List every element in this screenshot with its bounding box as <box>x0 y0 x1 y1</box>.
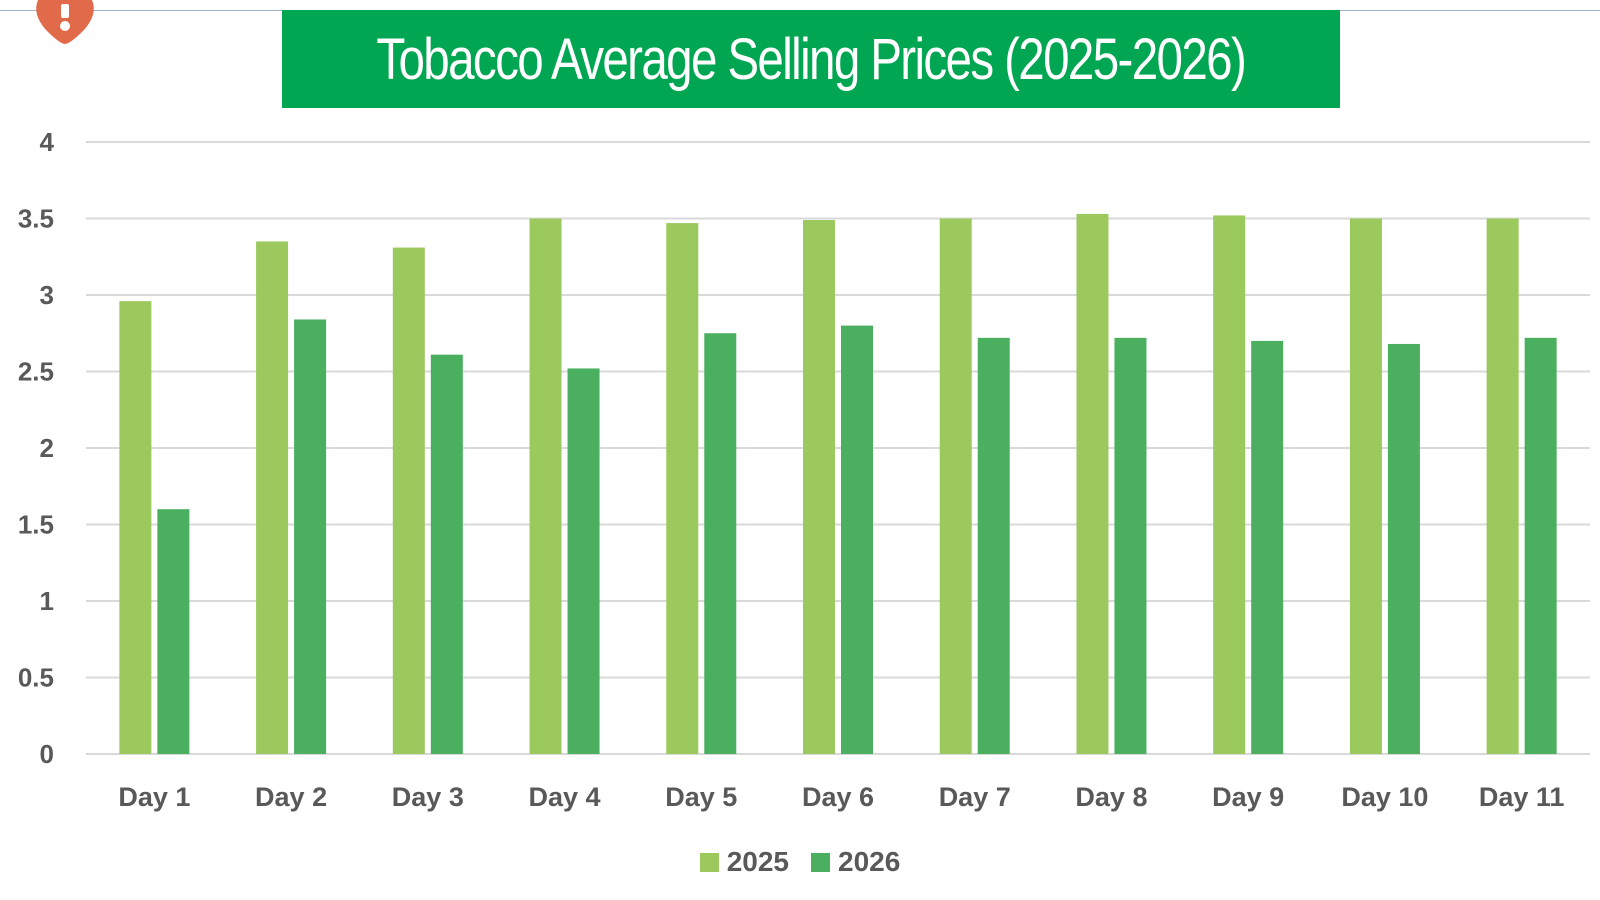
x-tick-label: Day 6 <box>802 782 874 812</box>
x-tick-label: Day 5 <box>665 782 737 812</box>
bar-2026-day-11 <box>1524 337 1557 754</box>
x-tick-label: Day 7 <box>939 782 1011 812</box>
x-tick-label: Day 4 <box>529 782 601 812</box>
x-tick-label: Day 11 <box>1479 782 1565 812</box>
bar-2026-day-1 <box>157 509 190 754</box>
bar-2025-day-8 <box>1076 213 1109 754</box>
y-tick-label: 4 <box>40 127 55 157</box>
legend-label-2026: 2026 <box>838 846 901 877</box>
chart-title: Tobacco Average Selling Prices (2025-202… <box>376 26 1247 92</box>
y-tick-label: 1 <box>40 586 54 616</box>
bar-2026-day-3 <box>430 354 463 754</box>
chart-legend: 2025 2026 <box>0 846 1600 878</box>
legend-swatch-2025 <box>699 852 719 872</box>
y-tick-label: 0 <box>40 739 54 769</box>
chart-title-banner: Tobacco Average Selling Prices (2025-202… <box>282 10 1340 108</box>
bar-2025-day-1 <box>119 301 152 754</box>
x-tick-label: Day 9 <box>1212 782 1284 812</box>
bar-2026-day-10 <box>1387 343 1420 754</box>
y-tick-label: 1.5 <box>18 510 54 540</box>
x-tick-label: Day 8 <box>1075 782 1147 812</box>
bar-2025-day-11 <box>1486 218 1519 754</box>
x-tick-label: Day 1 <box>118 782 190 812</box>
legend-swatch-2026 <box>811 852 830 872</box>
bar-2025-day-7 <box>939 218 972 754</box>
y-tick-label: 3.5 <box>18 204 54 234</box>
bar-2025-day-5 <box>666 223 699 755</box>
bar-2026-day-9 <box>1251 340 1284 754</box>
bar-2025-day-6 <box>803 220 835 754</box>
bar-2025-day-10 <box>1349 218 1382 754</box>
legend-label-2025: 2025 <box>726 846 789 877</box>
bar-2025-day-3 <box>392 247 425 754</box>
bar-2025-day-2 <box>256 241 289 754</box>
bar-2025-day-4 <box>529 218 562 754</box>
bar-2026-day-5 <box>704 333 737 754</box>
bar-2026-day-2 <box>294 319 327 754</box>
bar-2026-day-4 <box>567 368 600 754</box>
bar-2025-day-9 <box>1213 215 1246 754</box>
bar-2026-day-8 <box>1114 337 1147 754</box>
y-tick-label: 2.5 <box>18 357 54 387</box>
legend-item-2025: 2025 <box>699 846 789 878</box>
x-tick-label: Day 2 <box>255 782 327 812</box>
legend-item-2026: 2026 <box>811 846 900 878</box>
y-tick-label: 2 <box>40 433 54 463</box>
y-tick-label: 3 <box>40 280 54 310</box>
y-tick-label: 0.5 <box>18 663 54 693</box>
bar-2026-day-6 <box>841 325 873 754</box>
x-tick-label: Day 3 <box>392 782 464 812</box>
bar-2026-day-7 <box>977 337 1010 754</box>
alert-icon <box>36 0 94 44</box>
x-tick-label: Day 10 <box>1341 782 1428 812</box>
